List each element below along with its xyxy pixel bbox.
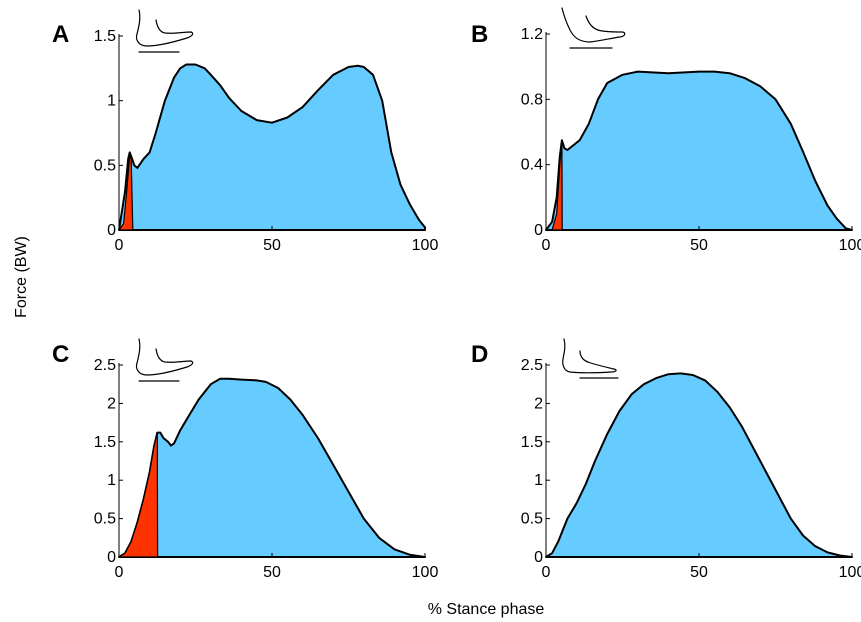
panel-letter: A: [52, 21, 69, 48]
y-tick-label: 1.5: [94, 28, 116, 45]
midfoot-strike-foot-icon: [561, 7, 626, 49]
y-tick-label: 1.5: [521, 434, 543, 451]
force-curve-area: [118, 377, 426, 558]
y-tick-label: 1: [107, 93, 116, 110]
x-tick-label: 50: [690, 564, 708, 581]
x-tick-label: 100: [839, 237, 861, 254]
x-tick-label: 50: [690, 237, 708, 254]
y-tick-label: 0: [107, 222, 116, 239]
force-curve-area: [545, 372, 853, 558]
y-tick-label: 2: [107, 395, 116, 412]
y-axis-title: Force (BW): [13, 236, 30, 318]
forefoot-strike-foot-icon: [562, 338, 619, 379]
y-tick-label: 0.5: [521, 511, 543, 528]
x-tick-label: 0: [542, 237, 551, 254]
x-tick-label: 100: [412, 237, 439, 254]
y-tick-label: 1.2: [521, 26, 543, 43]
panel-d: D 0 0.5 1 1.5 2 2.5 0 50 100: [471, 338, 861, 581]
panel-a: A 0 0.5 1 1.5 0 50 100: [52, 9, 439, 254]
y-tick-label: 1: [107, 472, 116, 489]
y-tick-label: 2.5: [521, 357, 543, 374]
y-tick-label: 1.5: [94, 434, 116, 451]
rearfoot-strike-foot-icon: [135, 9, 194, 53]
y-tick-label: 0.8: [521, 91, 543, 108]
impact-transient-area: [118, 432, 159, 558]
x-tick-label: 0: [542, 564, 551, 581]
y-tick-label: 0.5: [94, 157, 116, 174]
panel-letter: D: [471, 341, 488, 368]
panel-b: B 0 0.4 0.8 1.2 0 50 100: [471, 7, 861, 254]
force-curve-area: [118, 63, 426, 231]
y-tick-label: 0.4: [521, 157, 543, 174]
x-tick-label: 0: [115, 564, 124, 581]
y-tick-label: 1: [534, 472, 543, 489]
y-tick-label: 0: [534, 222, 543, 239]
x-tick-label: 100: [839, 564, 861, 581]
y-tick-label: 0: [534, 549, 543, 566]
panel-letter: B: [471, 21, 488, 48]
y-tick-label: 0: [107, 549, 116, 566]
x-tick-label: 0: [115, 237, 124, 254]
y-tick-label: 0.5: [94, 511, 116, 528]
y-tick-label: 2: [534, 395, 543, 412]
x-tick-label: 50: [263, 237, 281, 254]
force-curve-area: [545, 70, 853, 231]
x-tick-label: 100: [412, 564, 439, 581]
y-tick-label: 2.5: [94, 357, 116, 374]
x-axis-title: % Stance phase: [428, 601, 545, 618]
panel-letter: C: [52, 341, 69, 368]
x-tick-label: 50: [263, 564, 281, 581]
rearfoot-strike-foot-icon: [135, 338, 194, 382]
panel-c: C 0 0.5 1 1.5 2 2.5 0 50 100: [52, 338, 439, 581]
